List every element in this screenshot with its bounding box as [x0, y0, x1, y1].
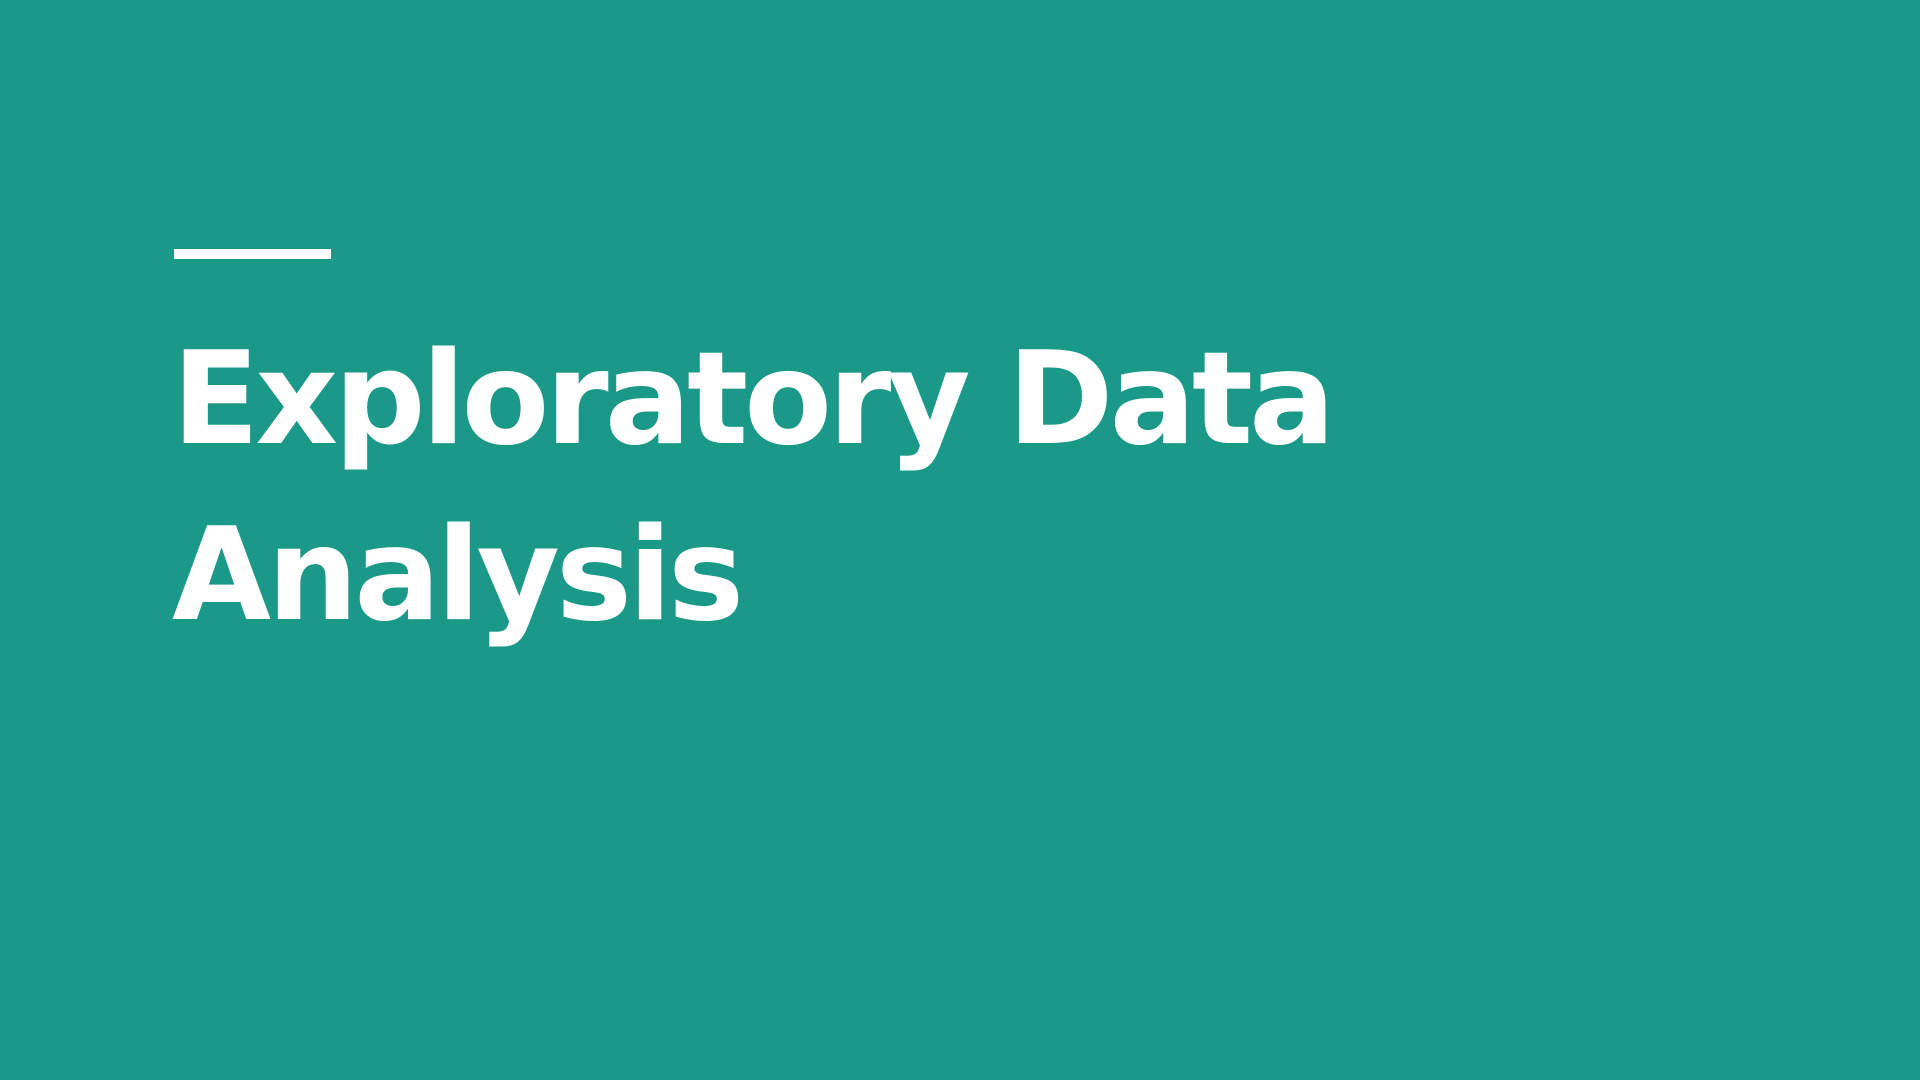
title-line-2: Analysis — [172, 501, 744, 650]
title-line-1: Exploratory Data — [172, 325, 1335, 474]
accent-bar — [174, 249, 331, 259]
slide-title: Exploratory Data Analysis — [172, 312, 1572, 664]
